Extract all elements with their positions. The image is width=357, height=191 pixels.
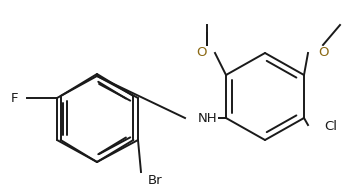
Text: O: O: [318, 46, 328, 60]
Text: F: F: [11, 91, 19, 104]
Text: methoxy: methoxy: [204, 11, 210, 13]
Text: Br: Br: [148, 173, 162, 186]
Text: Cl: Cl: [324, 121, 337, 134]
Text: O: O: [196, 46, 207, 60]
Text: methoxy_line: methoxy_line: [207, 8, 216, 10]
Text: NH: NH: [198, 112, 218, 125]
